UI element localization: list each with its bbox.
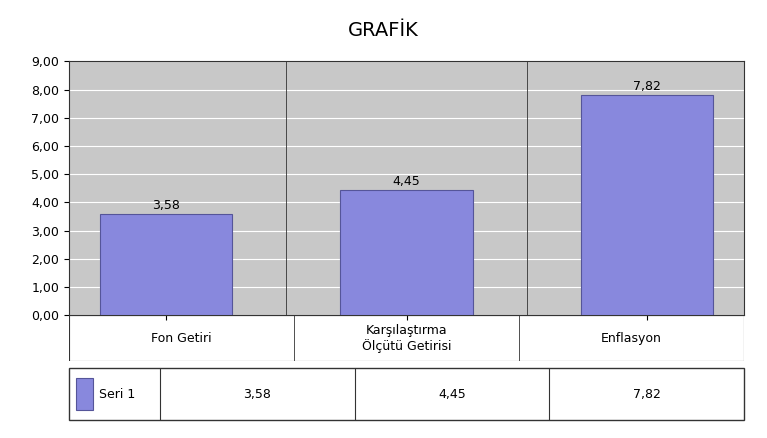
Text: 7,82: 7,82 <box>634 80 661 93</box>
Bar <box>76 378 93 410</box>
Text: GRAFİK: GRAFİK <box>348 21 419 40</box>
Text: Fon Getiri: Fon Getiri <box>151 332 212 345</box>
Bar <box>341 190 472 315</box>
Text: 3,58: 3,58 <box>243 388 272 401</box>
Text: Seri 1: Seri 1 <box>100 388 136 401</box>
Text: Enflasyon: Enflasyon <box>601 332 662 345</box>
Text: 4,45: 4,45 <box>438 388 466 401</box>
Text: Karşılaştırma
Ölçütü Getirisi: Karşılaştırma Ölçütü Getirisi <box>362 324 451 353</box>
Bar <box>100 214 232 315</box>
Text: 7,82: 7,82 <box>633 388 660 401</box>
Text: 4,45: 4,45 <box>393 175 420 188</box>
Text: 3,58: 3,58 <box>152 199 179 212</box>
Bar <box>581 95 713 315</box>
